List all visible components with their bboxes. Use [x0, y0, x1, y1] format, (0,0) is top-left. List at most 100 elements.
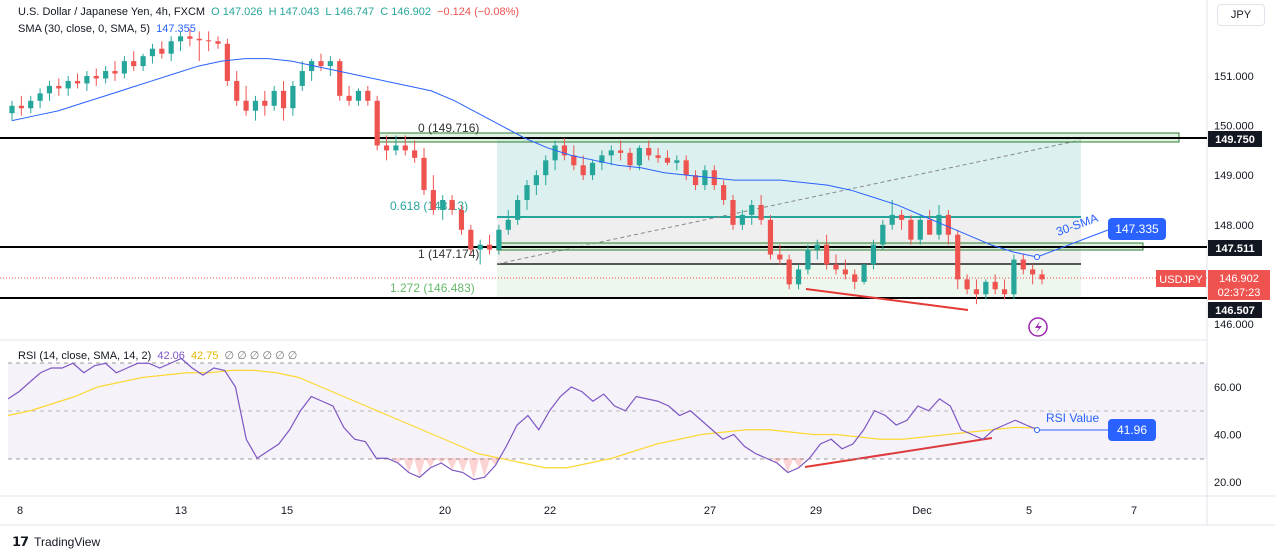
price-tick-label: 151.000	[1214, 71, 1254, 83]
candle-body	[936, 214, 942, 235]
chart-legend-ohlc: U.S. Dollar / Japanese Yen, 4h, FXCM O 14…	[18, 6, 520, 18]
candle-body	[749, 204, 755, 215]
candle-body	[56, 85, 62, 89]
candle-body	[365, 90, 371, 101]
candle-body	[131, 61, 137, 67]
candle-body	[412, 150, 418, 158]
rsi-callout-dot	[1034, 427, 1040, 433]
symbol-title: U.S. Dollar / Japanese Yen, 4h, FXCM	[18, 6, 206, 18]
candle-body	[346, 95, 352, 101]
candle-body	[786, 259, 792, 285]
rsi-value: 42.06	[157, 350, 185, 362]
candle-body	[889, 214, 895, 225]
close-value: 146.902	[391, 6, 432, 18]
candle-body	[74, 80, 81, 84]
sma-legend[interactable]: SMA (30, close, 0, SMA, 5) 147.355	[18, 23, 199, 35]
candle-body	[262, 100, 268, 106]
time-tick-label: 22	[544, 505, 556, 517]
candle-body	[627, 152, 633, 166]
last-price-badge	[1208, 270, 1270, 300]
candle-body	[393, 145, 399, 151]
currency-button[interactable]: JPY	[1217, 4, 1265, 26]
low-value: 146.747	[334, 6, 375, 18]
candle-body	[908, 219, 914, 240]
price-badge-149750-text: 149.750	[1215, 134, 1255, 146]
candle-body	[683, 160, 689, 176]
rsi-oversold-fill	[392, 458, 805, 480]
candle-body	[589, 162, 596, 176]
candle-body	[861, 264, 867, 282]
candle-body	[880, 224, 886, 245]
fib-label-1272: 1.272 (146.483)	[390, 281, 475, 295]
time-tick-label: 13	[175, 505, 187, 517]
candle-body	[327, 61, 333, 67]
rsi-callout-badge	[1108, 419, 1156, 441]
candle-body	[515, 200, 521, 220]
candle-body	[917, 219, 923, 240]
open-value: 147.026	[222, 6, 263, 18]
tradingview-brand[interactable]: 𝟭𝟳 TradingView	[12, 534, 100, 550]
candle-body	[927, 219, 933, 235]
price-tick-label: 148.000	[1214, 220, 1254, 232]
sma-callout-line	[1036, 229, 1109, 258]
price-badge-146507	[1208, 302, 1262, 318]
sma-callout-dot	[1034, 254, 1040, 260]
candle-body	[224, 43, 230, 81]
candle-body	[571, 155, 577, 166]
time-tick-label: 20	[439, 505, 451, 517]
tradingview-name: TradingView	[34, 535, 101, 549]
candle-body	[833, 264, 839, 270]
candle-body	[65, 80, 71, 89]
time-axis-ticks: 8 13 15 20 22 27 29 Dec 5 7	[17, 505, 1137, 517]
candle-body	[992, 281, 998, 290]
candle-body	[149, 48, 156, 57]
candle-body	[1039, 274, 1045, 280]
tradingview-logo-icon: 𝟭𝟳	[12, 534, 29, 549]
candle-body	[280, 90, 287, 109]
price-tick-label: 146.000	[1214, 319, 1254, 331]
candle-body	[159, 48, 165, 54]
candle-body	[37, 93, 43, 101]
candle-body	[28, 100, 34, 109]
price-badge-146507-text: 146.507	[1215, 305, 1255, 317]
price-badge-147511-text: 147.511	[1215, 243, 1254, 255]
candle-body	[692, 175, 699, 186]
candle-body	[121, 61, 127, 74]
candle-body	[196, 38, 202, 41]
candle-body	[215, 41, 221, 44]
time-tick-label: 29	[810, 505, 822, 517]
candle-body	[758, 204, 764, 220]
currency-label: JPY	[1230, 9, 1252, 21]
candle-body	[533, 175, 539, 186]
candle-body	[721, 185, 727, 200]
rsi-na-values: ∅ ∅ ∅ ∅ ∅ ∅	[224, 350, 298, 362]
candle-body	[664, 157, 671, 163]
candle-body	[337, 61, 343, 96]
candle-body	[46, 85, 53, 94]
countdown-text: 02:37:23	[1218, 287, 1261, 299]
rsi-label: RSI (14, close, SMA, 14, 2)	[18, 350, 152, 362]
candle-body	[468, 229, 474, 250]
candle-body	[234, 80, 240, 101]
candle-body	[524, 185, 530, 200]
candle-body	[1030, 269, 1036, 275]
sma-value: 147.355	[156, 23, 196, 35]
candle-body	[355, 90, 362, 101]
candle-body	[18, 105, 24, 109]
sma-callout-badge	[1108, 218, 1166, 240]
rsi-ma-line	[7, 369, 1038, 469]
rsi-tick-label: 20.00	[1214, 477, 1242, 489]
candle-body	[84, 76, 90, 84]
candle-body	[383, 145, 390, 151]
candle-body	[739, 214, 745, 225]
time-tick-label: 8	[17, 505, 23, 517]
rsi-legend[interactable]: RSI (14, close, SMA, 14, 2) 42.06 42.75 …	[18, 349, 300, 362]
candle-body	[945, 214, 951, 235]
rsi-annotation-text: RSI Value	[1046, 411, 1099, 425]
fib-zone-upper	[497, 138, 1081, 217]
candle-body	[767, 219, 774, 255]
candle-body	[814, 244, 820, 250]
price-tick-label: 150.000	[1214, 121, 1254, 133]
rsi-tick-label: 60.00	[1214, 382, 1242, 394]
